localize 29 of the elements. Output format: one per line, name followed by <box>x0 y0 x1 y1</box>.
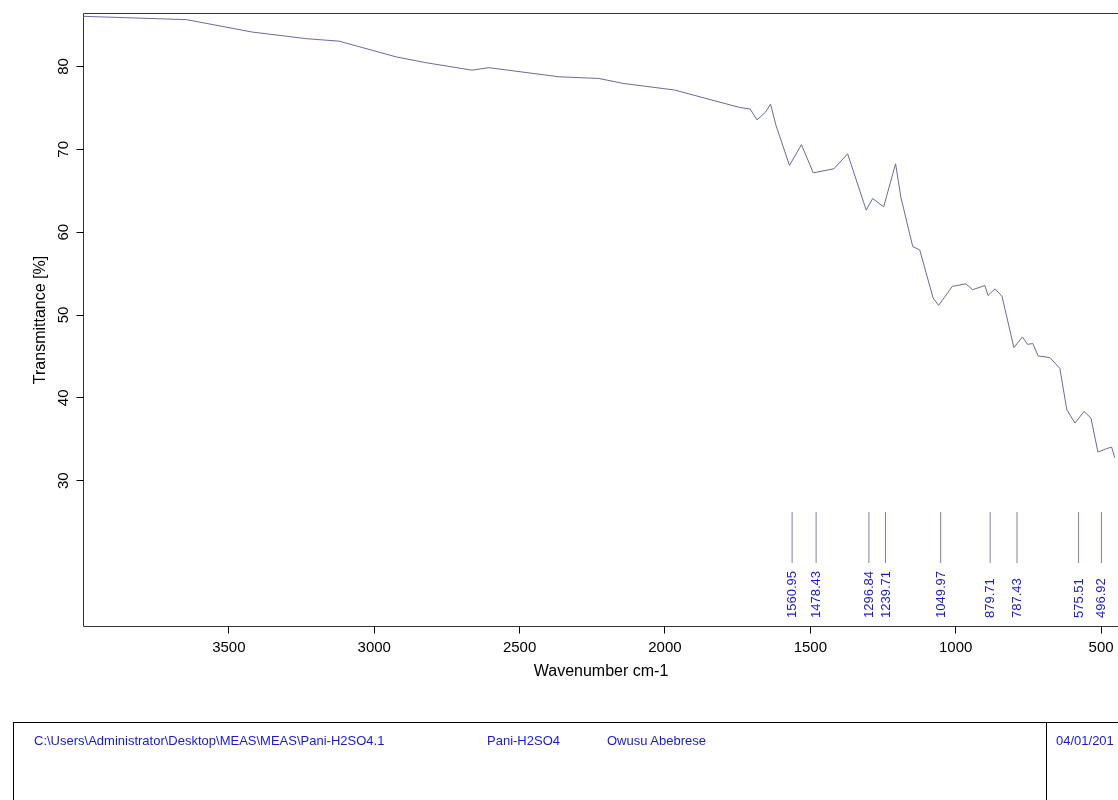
ref-line-label: 1478.43 <box>808 571 824 618</box>
x-tick-label: 1000 <box>939 637 973 655</box>
y-tick-label: 40 <box>53 389 71 407</box>
y-tick-label: 70 <box>53 141 71 158</box>
ref-line-label: 879.71 <box>982 578 998 618</box>
x-axis-title: Wavenumber cm-1 <box>533 661 669 679</box>
ref-line-label: 1296.84 <box>860 571 876 618</box>
x-tick-label: 3500 <box>212 637 246 655</box>
y-tick-label: 60 <box>53 223 71 241</box>
ref-line-label: 1239.71 <box>877 571 893 618</box>
y-tick-label: 30 <box>53 472 71 490</box>
x-tick-label: 2000 <box>648 637 682 655</box>
ref-line-label: 496.92 <box>1093 578 1109 618</box>
x-tick-label: 2500 <box>502 637 537 655</box>
ref-line-label: 1560.95 <box>784 571 800 618</box>
ref-line-label: 787.43 <box>1008 578 1024 618</box>
ref-line-label: 1049.97 <box>932 571 948 618</box>
ref-line-label: 575.51 <box>1070 578 1086 618</box>
text: Owusu Abebrese <box>607 733 707 748</box>
y-tick-label: 50 <box>53 306 71 324</box>
y-axis-title: Transmittance [%] <box>30 255 48 385</box>
text: 04/01/201 <box>1056 733 1114 748</box>
x-tick-label: 500 <box>1088 637 1114 655</box>
x-tick-label: 3000 <box>357 637 391 655</box>
x-tick-label: 1500 <box>793 637 828 655</box>
text: C:\Users\Administrator\Desktop\MEAS\MEAS\Pani-H2SO4.1 <box>34 733 385 748</box>
text: Pani-H2SO4 <box>487 733 560 748</box>
line-series <box>82 15 1116 459</box>
y-tick-label: 80 <box>53 58 71 75</box>
